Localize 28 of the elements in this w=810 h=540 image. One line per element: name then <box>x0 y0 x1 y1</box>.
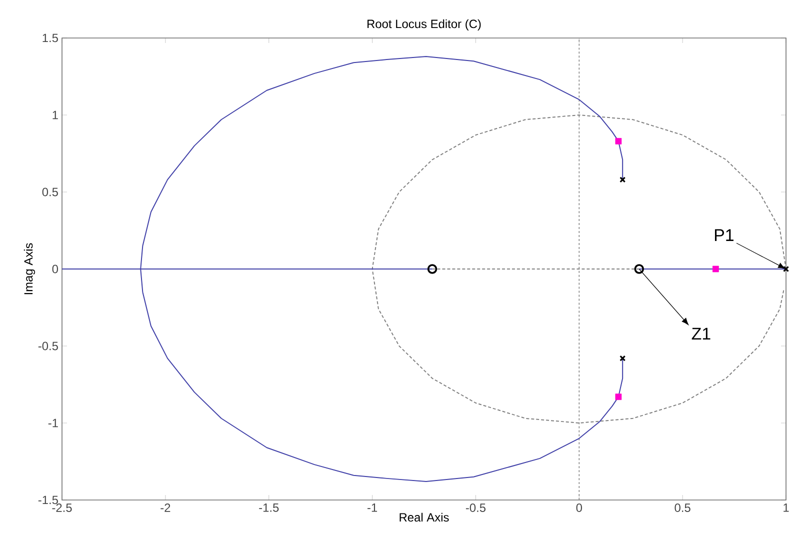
y-tick-label: -1.5 <box>38 496 58 504</box>
x-tick-label: -2 <box>160 504 170 512</box>
x-tick-label: -1.5 <box>259 504 279 512</box>
point <box>782 266 790 272</box>
y-tick-label: 1 <box>52 110 58 120</box>
point <box>712 266 719 272</box>
x-tick-label: -2.5 <box>52 504 72 512</box>
chart-title: Root Locus Editor (C) <box>368 19 481 30</box>
y-tick-label: -1 <box>48 418 58 428</box>
y-tick-label: 0 <box>52 264 58 274</box>
x-tick-label: 0.5 <box>674 504 690 512</box>
x-axis-title: Real Axis <box>400 512 449 522</box>
annotation: Z1 <box>692 328 710 340</box>
point <box>615 394 622 400</box>
annotation: P1 <box>714 229 734 241</box>
point <box>615 138 622 144</box>
x-tick-label: -0.5 <box>466 504 486 512</box>
point <box>634 264 644 274</box>
point <box>620 176 626 183</box>
point <box>427 264 438 274</box>
point <box>620 355 626 362</box>
x-tick-label: 0 <box>576 504 582 512</box>
y-axis-title: Imag Axis <box>24 243 36 294</box>
x-tick-label: -1 <box>368 504 378 512</box>
y-tick-label: 0.5 <box>42 188 58 196</box>
x-tick-label: 1 <box>784 504 789 512</box>
y-tick-label: 1.5 <box>42 34 58 42</box>
y-tick-label: -0.5 <box>38 342 58 350</box>
